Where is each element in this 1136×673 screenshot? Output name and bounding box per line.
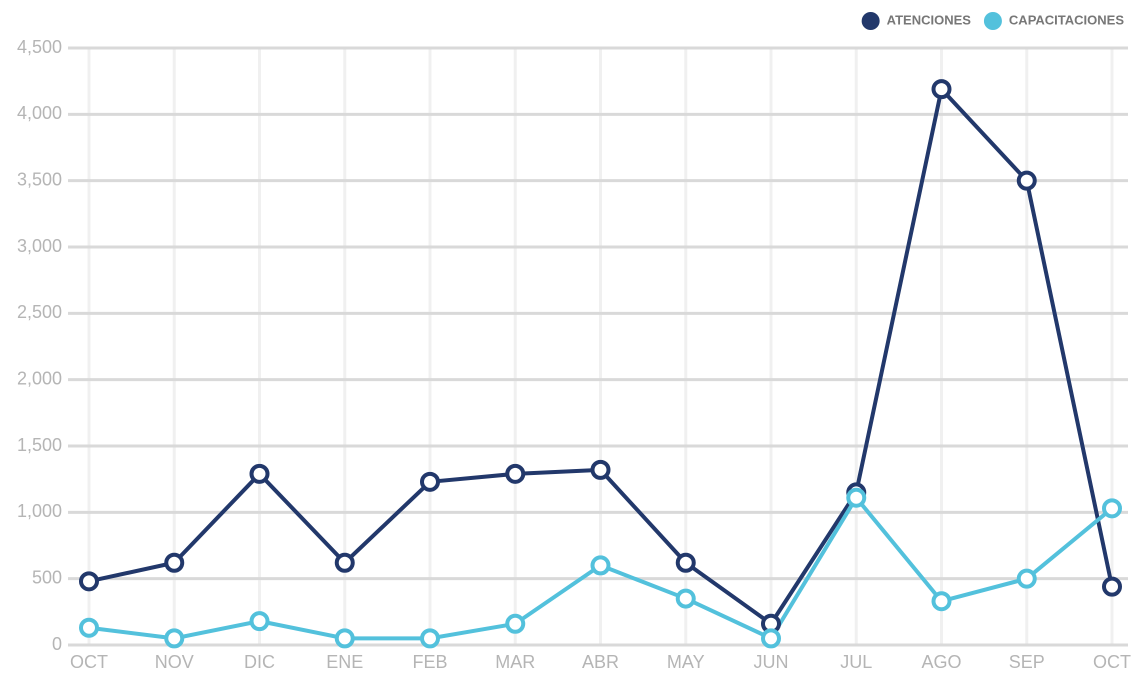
- data-point: [1016, 170, 1037, 191]
- legend-label: ATENCIONES: [887, 12, 972, 27]
- data-point: [249, 611, 270, 632]
- data-point: [334, 552, 355, 573]
- data-point: [164, 552, 185, 573]
- data-point: [420, 628, 440, 649]
- data-point: [761, 628, 781, 649]
- y-tick-label: 0: [52, 634, 62, 654]
- legend-swatch: [861, 12, 880, 30]
- x-tick-label: DIC: [244, 652, 275, 672]
- x-tick-label: FEB: [412, 652, 447, 672]
- y-tick-label: 4,000: [17, 103, 62, 123]
- legend-label: CAPACITACIONES: [1009, 12, 1124, 27]
- data-point: [164, 628, 185, 649]
- y-tick-label: 1,000: [17, 501, 62, 521]
- x-tick-label: ENE: [326, 652, 363, 672]
- x-tick-label: ABR: [582, 652, 619, 672]
- data-point: [334, 628, 355, 649]
- data-point: [505, 613, 526, 634]
- data-point: [1102, 498, 1122, 519]
- x-tick-label: MAY: [667, 652, 705, 672]
- x-tick-label: MAR: [495, 652, 535, 672]
- x-tick-label: OCT: [1093, 652, 1131, 672]
- x-tick-label: JUL: [840, 652, 872, 672]
- data-point: [79, 571, 99, 592]
- data-point: [931, 591, 952, 612]
- data-point: [590, 555, 611, 576]
- y-tick-label: 500: [32, 567, 62, 587]
- data-point: [79, 617, 99, 638]
- data-point: [675, 552, 696, 573]
- data-point: [846, 487, 867, 508]
- y-tick-label: 2,500: [17, 302, 62, 322]
- data-point: [505, 463, 526, 484]
- y-tick-label: 4,500: [17, 37, 62, 57]
- data-point: [420, 471, 440, 492]
- x-tick-label: NOV: [155, 652, 194, 672]
- x-tick-label: SEP: [1009, 652, 1045, 672]
- data-point: [675, 588, 696, 609]
- data-point: [590, 459, 611, 480]
- x-tick-label: JUN: [754, 652, 789, 672]
- y-tick-label: 3,000: [17, 236, 62, 256]
- data-point: [931, 79, 952, 100]
- legend-swatch: [983, 12, 1002, 30]
- y-tick-label: 2,000: [17, 368, 62, 388]
- data-point: [1102, 576, 1122, 597]
- y-tick-label: 3,500: [17, 169, 62, 189]
- y-tick-label: 1,500: [17, 435, 62, 455]
- data-point: [249, 463, 270, 484]
- data-point: [1016, 568, 1037, 589]
- x-tick-label: AGO: [921, 652, 961, 672]
- x-tick-label: OCT: [70, 652, 108, 672]
